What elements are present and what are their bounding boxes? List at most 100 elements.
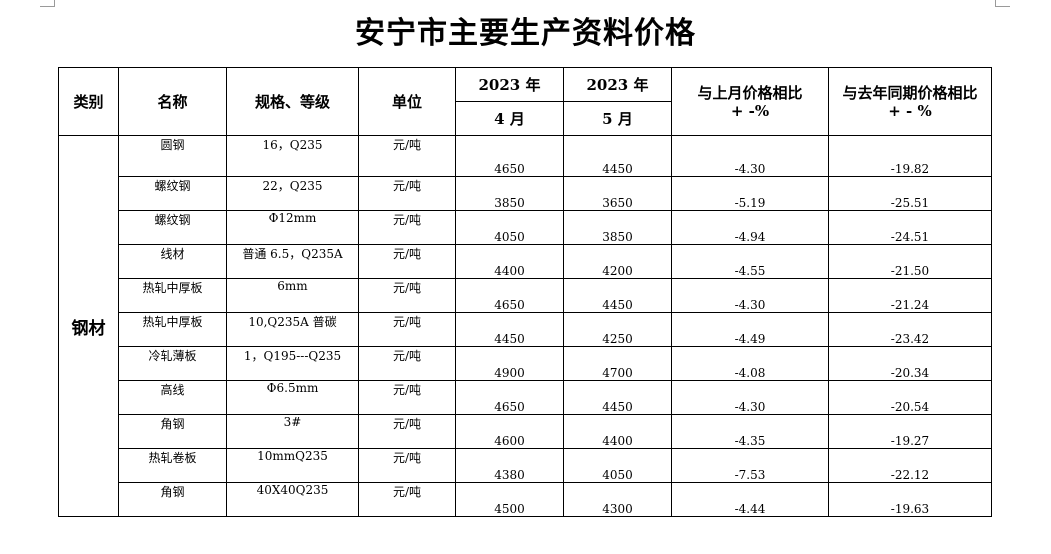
cell-yoy: -21.24: [828, 278, 992, 313]
cell-name: 线材: [118, 244, 227, 279]
header-row-2: 4 月 5 月: [59, 101, 992, 136]
cell-may: 3850: [563, 210, 672, 245]
cell-april: 4450: [455, 312, 564, 347]
cell-unit: 元/吨: [358, 346, 456, 381]
cell-mom: -7.53: [671, 448, 829, 483]
cell-unit: 元/吨: [358, 176, 456, 211]
cell-mom: -4.08: [671, 346, 829, 381]
cell-yoy: -20.54: [828, 380, 992, 415]
table-row: 线材 普通 6.5，Q235A 元/吨 4400 4200 -4.55 -21.50: [59, 244, 992, 279]
header-mom-line1: 与上月价格相比: [697, 83, 803, 102]
cell-name: 热轧中厚板: [118, 278, 227, 313]
price-table: 类别 名称 规格、等级 单位 2023 年 2023 年 与上月价格相比 + -…: [58, 67, 992, 517]
page-title: 安宁市主要生产资料价格: [355, 16, 696, 51]
table-row: 螺纹钢 Φ12mm 元/吨 4050 3850 -4.94 -24.51: [59, 210, 992, 245]
cell-april: 4380: [455, 448, 564, 483]
cell-spec: 3#: [226, 414, 359, 449]
cell-may: 4450: [563, 135, 672, 177]
cell-unit: 元/吨: [358, 135, 456, 177]
cell-yoy: -21.50: [828, 244, 992, 279]
cell-unit: 元/吨: [358, 448, 456, 483]
cell-may: 4050: [563, 448, 672, 483]
cell-may: 4300: [563, 482, 672, 517]
cell-spec: 普通 6.5，Q235A: [226, 244, 359, 279]
header-spec: 规格、等级: [226, 67, 359, 136]
cell-spec: 10,Q235A 普碳: [226, 312, 359, 347]
cell-april: 4500: [455, 482, 564, 517]
cell-mom: -4.94: [671, 210, 829, 245]
corner-mark-left: [40, 0, 55, 7]
cell-yoy: -22.12: [828, 448, 992, 483]
cell-april: 4400: [455, 244, 564, 279]
cell-spec: 16，Q235: [226, 135, 359, 177]
cell-spec: 1，Q195---Q235: [226, 346, 359, 381]
cell-yoy: -25.51: [828, 176, 992, 211]
cell-mom: -4.35: [671, 414, 829, 449]
header-april: 4 月: [455, 101, 564, 136]
cell-may: 4450: [563, 278, 672, 313]
cell-unit: 元/吨: [358, 482, 456, 517]
cell-name: 冷轧薄板: [118, 346, 227, 381]
corner-mark-right: [995, 0, 1010, 7]
cell-name: 螺纹钢: [118, 176, 227, 211]
cell-yoy: -23.42: [828, 312, 992, 347]
cell-unit: 元/吨: [358, 244, 456, 279]
cell-may: 4700: [563, 346, 672, 381]
cell-april: 4650: [455, 380, 564, 415]
cell-yoy: -19.27: [828, 414, 992, 449]
header-yoy-line2: + - %: [888, 101, 932, 120]
cell-name: 角钢: [118, 482, 227, 517]
cell-spec: 22，Q235: [226, 176, 359, 211]
table-row: 角钢 3# 元/吨 4600 4400 -4.35 -19.27: [59, 414, 992, 449]
cell-spec: 40X40Q235: [226, 482, 359, 517]
cell-yoy: -20.34: [828, 346, 992, 381]
cell-mom: -4.55: [671, 244, 829, 279]
cell-unit: 元/吨: [358, 210, 456, 245]
cell-may: 4450: [563, 380, 672, 415]
cell-yoy: -24.51: [828, 210, 992, 245]
cell-april: 4650: [455, 278, 564, 313]
header-mom: 与上月价格相比 + -%: [671, 67, 829, 136]
cell-may: 4250: [563, 312, 672, 347]
cell-april: 4600: [455, 414, 564, 449]
table-row: 热轧中厚板 10,Q235A 普碳 元/吨 4450 4250 -4.49 -23.42: [59, 312, 992, 347]
table-row: 钢材 圆钢 16，Q235 元/吨 4650 4450 -4.30 -19.82: [58, 135, 992, 517]
table-row: 热轧中厚板 6mm 元/吨 4650 4450 -4.30 -21.24: [59, 278, 992, 313]
table-row: 高线 Φ6.5mm 元/吨 4650 4450 -4.30 -20.54: [59, 380, 992, 415]
cell-spec: Φ6.5mm: [226, 380, 359, 415]
cell-april: 3850: [455, 176, 564, 211]
cell-name: 螺纹钢: [118, 210, 227, 245]
cell-name: 角钢: [118, 414, 227, 449]
cell-april: 4650: [455, 135, 564, 177]
cell-may: 4400: [563, 414, 672, 449]
table-row: 热轧卷板 10mmQ235 元/吨 4380 4050 -7.53 -22.12: [59, 448, 992, 483]
cell-may: 4200: [563, 244, 672, 279]
cell-name: 热轧中厚板: [118, 312, 227, 347]
cell-spec: 6mm: [226, 278, 359, 313]
header-yoy: 与去年同期价格相比 + - %: [828, 67, 992, 136]
cell-may: 3650: [563, 176, 672, 211]
cell-mom: -4.30: [671, 135, 829, 177]
cell-mom: -4.30: [671, 278, 829, 313]
cell-mom: -4.49: [671, 312, 829, 347]
cell-mom: -5.19: [671, 176, 829, 211]
header-row-1: 类别 名称 规格、等级 单位 2023 年 2023 年 与上月价格相比 + -…: [58, 67, 992, 136]
header-mom-line2: + -%: [730, 101, 770, 120]
header-yoy-line1: 与去年同期价格相比: [842, 83, 978, 102]
cell-mom: -4.44: [671, 482, 829, 517]
header-unit: 单位: [358, 67, 456, 136]
cell-name: 圆钢: [118, 135, 227, 177]
header-year-may: 2023 年: [563, 67, 672, 102]
table-body: 钢材 圆钢 16，Q235 元/吨 4650 4450 -4.30 -19.82…: [58, 135, 992, 517]
header-name: 名称: [118, 67, 227, 136]
table-row: 螺纹钢 22，Q235 元/吨 3850 3650 -5.19 -25.51: [59, 176, 992, 211]
cell-mom: -4.30: [671, 380, 829, 415]
cell-unit: 元/吨: [358, 380, 456, 415]
cell-yoy: -19.63: [828, 482, 992, 517]
header-year-april: 2023 年: [455, 67, 564, 102]
cell-spec: Φ12mm: [226, 210, 359, 245]
cell-yoy: -19.82: [828, 135, 992, 177]
cell-unit: 元/吨: [358, 414, 456, 449]
header-may: 5 月: [563, 101, 672, 136]
cell-name: 热轧卷板: [118, 448, 227, 483]
